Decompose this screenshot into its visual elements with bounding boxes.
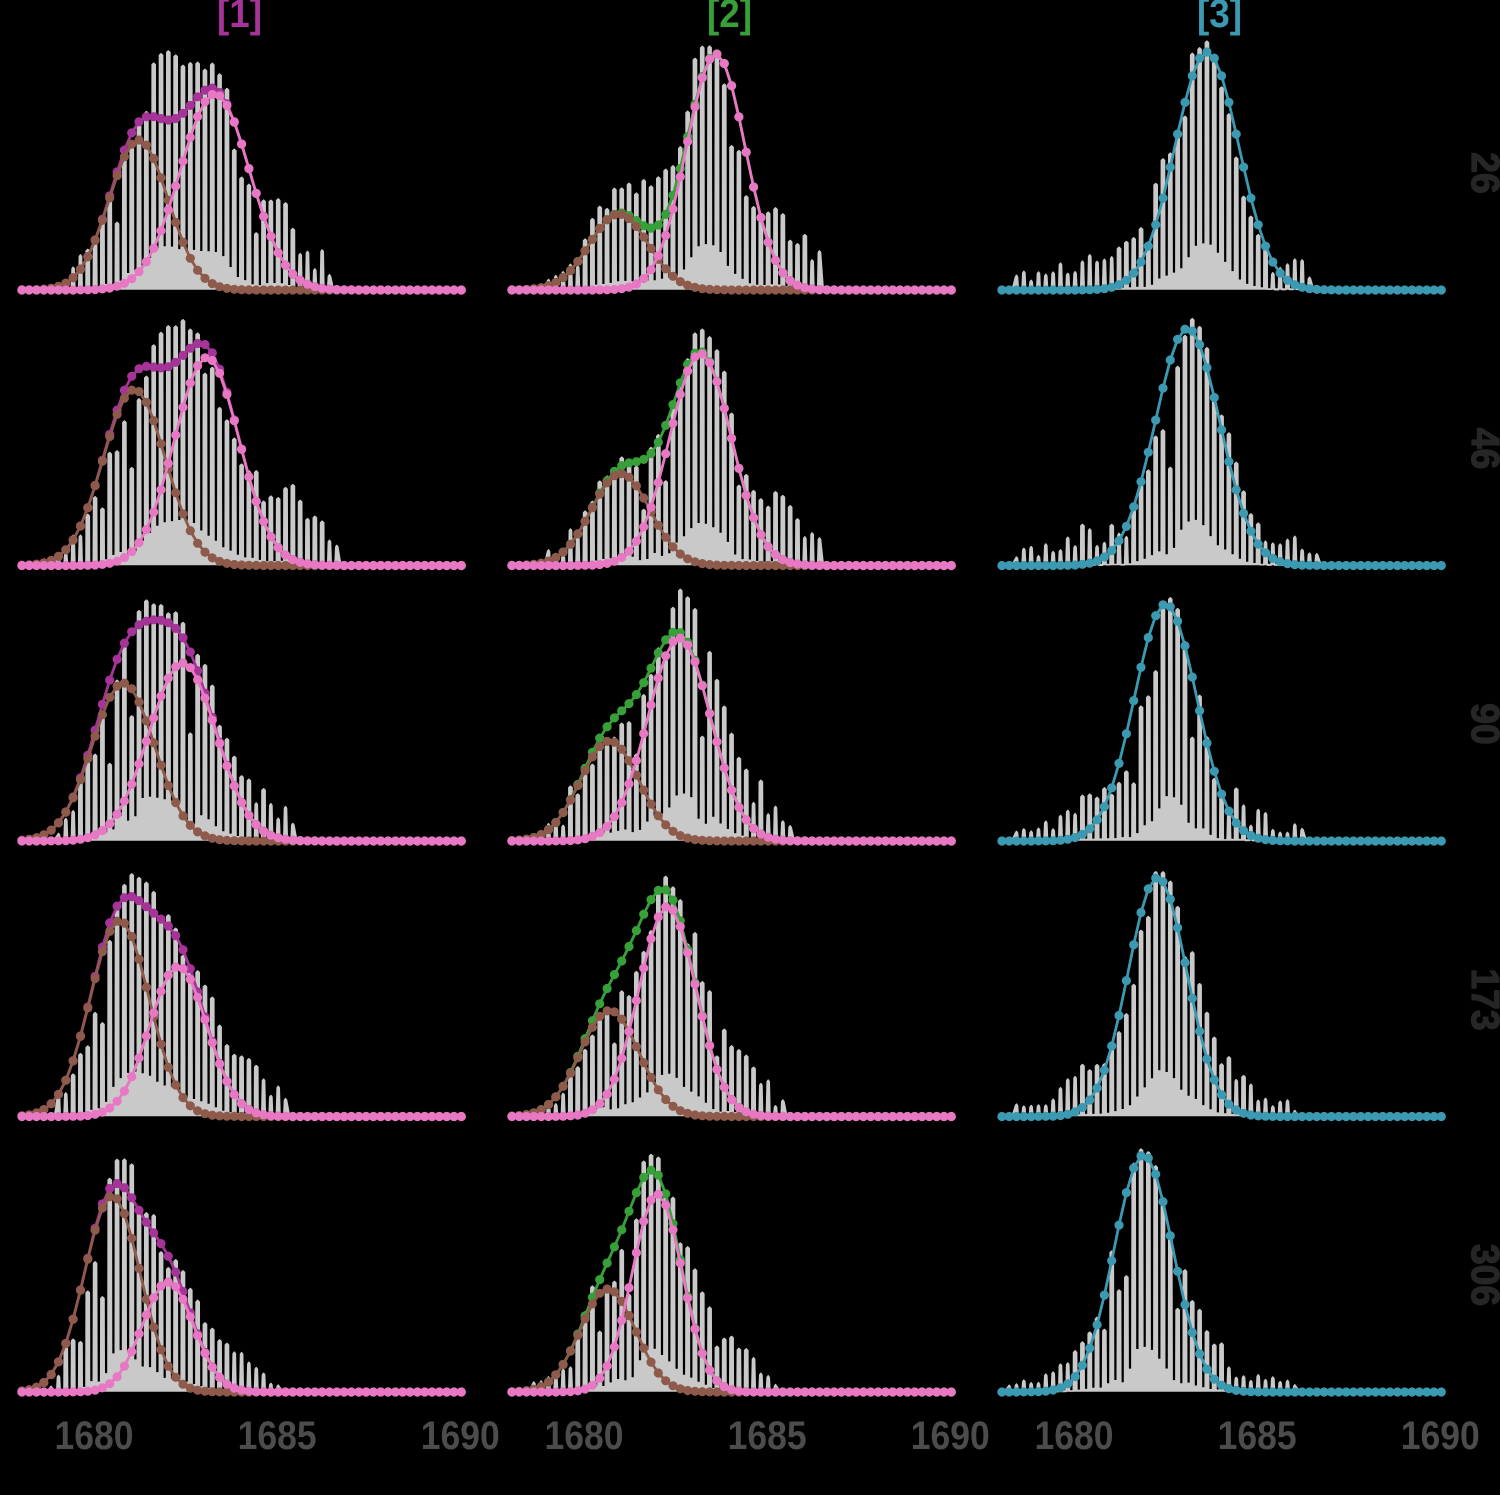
svg-text:1680: 1680 (545, 1414, 624, 1458)
svg-text:1685: 1685 (238, 1414, 317, 1458)
svg-text:[2]: [2] (707, 0, 752, 36)
svg-text:1685: 1685 (1218, 1414, 1297, 1458)
svg-text:1690: 1690 (421, 1414, 500, 1458)
svg-text:[3]: [3] (1197, 0, 1242, 36)
svg-text:173: 173 (1463, 968, 1500, 1030)
svg-text:306: 306 (1463, 1244, 1500, 1306)
svg-text:26: 26 (1463, 152, 1500, 193)
svg-text:1690: 1690 (911, 1414, 990, 1458)
svg-text:46: 46 (1463, 428, 1500, 469)
svg-text:1680: 1680 (1035, 1414, 1114, 1458)
svg-text:1690: 1690 (1401, 1414, 1480, 1458)
svg-text:1680: 1680 (55, 1414, 134, 1458)
svg-text:90: 90 (1463, 703, 1500, 744)
svg-text:1685: 1685 (728, 1414, 807, 1458)
svg-text:[1]: [1] (217, 0, 262, 36)
